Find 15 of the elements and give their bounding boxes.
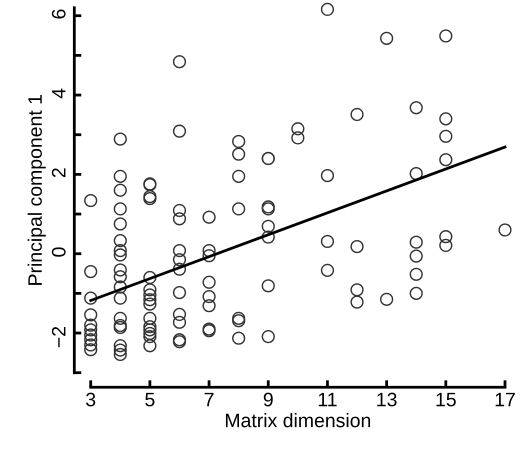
x-tick-label: 13 [377,392,397,406]
x-axis-title: Matrix dimension [226,413,370,428]
y-tick-label: 6 [52,10,66,19]
x-tick-label: 5 [145,392,154,406]
x-tick-label: 7 [204,392,214,406]
x-tick-label: 9 [264,392,273,406]
y-tick-label: 4 [52,88,66,98]
x-tick-label: 11 [318,392,337,406]
y-tick-label: −2 [52,326,66,348]
y-tick-label: 0 [52,247,66,257]
x-tick-label: 15 [436,392,456,406]
y-tick-label: 2 [52,168,66,178]
y-axis-title: Principal component 1 [28,94,46,285]
x-tick-label: 3 [86,392,96,406]
x-tick-label: 17 [496,392,515,406]
